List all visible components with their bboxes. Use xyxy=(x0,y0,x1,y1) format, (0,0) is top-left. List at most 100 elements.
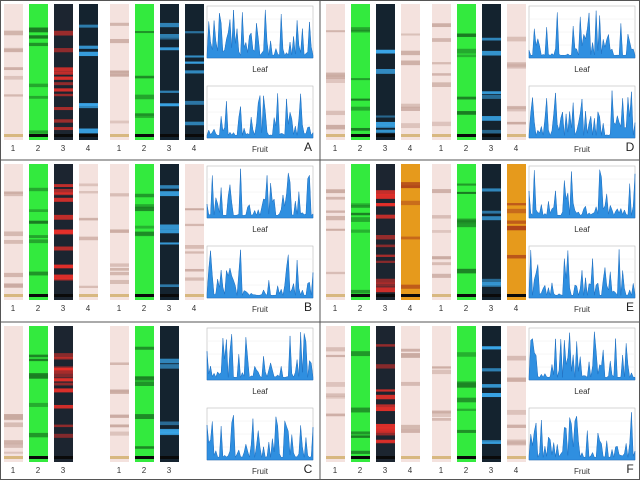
lane-band xyxy=(432,62,451,65)
lane-band xyxy=(135,225,154,229)
lane-label: 3 xyxy=(489,304,494,313)
lane-band xyxy=(432,369,451,375)
lane-band xyxy=(160,47,179,51)
lane-band xyxy=(79,190,98,194)
lane-band xyxy=(110,294,129,297)
lane-band xyxy=(376,278,395,284)
lane-band xyxy=(185,251,204,254)
lane-band xyxy=(457,218,476,224)
lane-band xyxy=(351,203,370,206)
lane-band xyxy=(432,134,451,137)
lane-band xyxy=(29,42,48,47)
tlc-lane xyxy=(185,164,204,300)
lane-band xyxy=(401,134,420,137)
lane-band xyxy=(326,196,345,200)
lane-band xyxy=(326,347,345,352)
lane-band xyxy=(54,388,73,393)
lane-label: 3 xyxy=(167,466,172,475)
lane-band xyxy=(326,189,345,194)
lane-band xyxy=(54,424,73,428)
densitogram-trace xyxy=(206,249,314,299)
lane-band xyxy=(507,203,526,206)
lane-band xyxy=(4,75,23,80)
lane-band xyxy=(54,48,73,53)
lane-band xyxy=(4,443,23,448)
tlc-lane xyxy=(482,164,501,300)
lane-band xyxy=(185,268,204,272)
lane-band xyxy=(351,431,370,435)
lane-band xyxy=(376,125,395,128)
lane-band xyxy=(135,193,154,198)
lane-band xyxy=(29,456,48,459)
lane-band xyxy=(457,456,476,459)
lane-band xyxy=(29,95,48,99)
lane-band xyxy=(507,134,526,137)
lane-label: 2 xyxy=(142,304,147,313)
lane-band xyxy=(29,220,48,224)
lane-band xyxy=(482,91,501,94)
plot-label: Leaf xyxy=(574,225,590,234)
lane-band xyxy=(29,209,48,213)
lane-band xyxy=(401,353,420,358)
plot-label: Leaf xyxy=(252,225,268,234)
lane-band xyxy=(79,294,98,297)
lane-band xyxy=(326,294,345,297)
lane-band xyxy=(4,239,23,244)
lane-label: 1 xyxy=(439,304,444,313)
lane-band xyxy=(507,107,526,112)
tlc-lane xyxy=(432,4,451,140)
lane-band xyxy=(135,456,154,459)
lane-band xyxy=(457,48,476,54)
lane-band xyxy=(482,94,501,99)
lane-band xyxy=(432,215,451,219)
tlc-lane xyxy=(4,326,23,462)
lane-band xyxy=(54,246,73,251)
lane-band xyxy=(29,271,48,276)
lane-band xyxy=(326,228,345,231)
panel: 1 2 3 4 1 2 3 4 Leaf Fruit D xyxy=(326,4,636,154)
lane-band xyxy=(482,37,501,41)
lane-band xyxy=(4,456,23,459)
lane-label: 3 xyxy=(383,304,388,313)
lane-band xyxy=(110,279,129,284)
lane-label: 3 xyxy=(489,466,494,475)
lane-band xyxy=(376,190,395,195)
lane-band xyxy=(457,397,476,403)
lane-band xyxy=(432,121,451,127)
lane-label: 1 xyxy=(333,144,338,153)
lane-band xyxy=(482,281,501,286)
lane-label: 2 xyxy=(36,144,41,153)
panel: 1 2 3 4 1 2 3 4 Leaf Fruit E xyxy=(326,164,636,314)
lane-band xyxy=(432,82,451,87)
tlc-lane xyxy=(401,4,420,140)
densitogram-trace xyxy=(528,249,636,299)
lane-band xyxy=(54,82,73,86)
lane-band xyxy=(432,417,451,421)
densitogram-trace xyxy=(206,332,314,381)
lane-band xyxy=(29,354,48,358)
lane-band xyxy=(160,191,179,197)
tlc-lane xyxy=(326,4,345,140)
lane-band xyxy=(401,424,420,430)
lane-band xyxy=(4,191,23,197)
lane-label: 2 xyxy=(358,304,363,313)
lane-band xyxy=(29,294,48,297)
lane-band xyxy=(160,33,179,38)
lane-band xyxy=(29,134,48,137)
lane-band xyxy=(401,106,420,111)
lane-band xyxy=(507,456,526,459)
lane-band xyxy=(79,45,98,49)
lane-band xyxy=(482,134,501,137)
lane-band xyxy=(326,124,345,130)
lane-label: 3 xyxy=(61,466,66,475)
lane-band xyxy=(110,389,129,394)
lane-band xyxy=(54,369,73,374)
lane-band xyxy=(54,93,73,97)
lane-band xyxy=(351,229,370,233)
lane-band xyxy=(326,354,345,358)
lane-band xyxy=(432,23,451,28)
lane-band xyxy=(482,278,501,282)
lane-band xyxy=(432,230,451,233)
lane-band xyxy=(79,103,98,106)
lane-band xyxy=(401,200,420,206)
